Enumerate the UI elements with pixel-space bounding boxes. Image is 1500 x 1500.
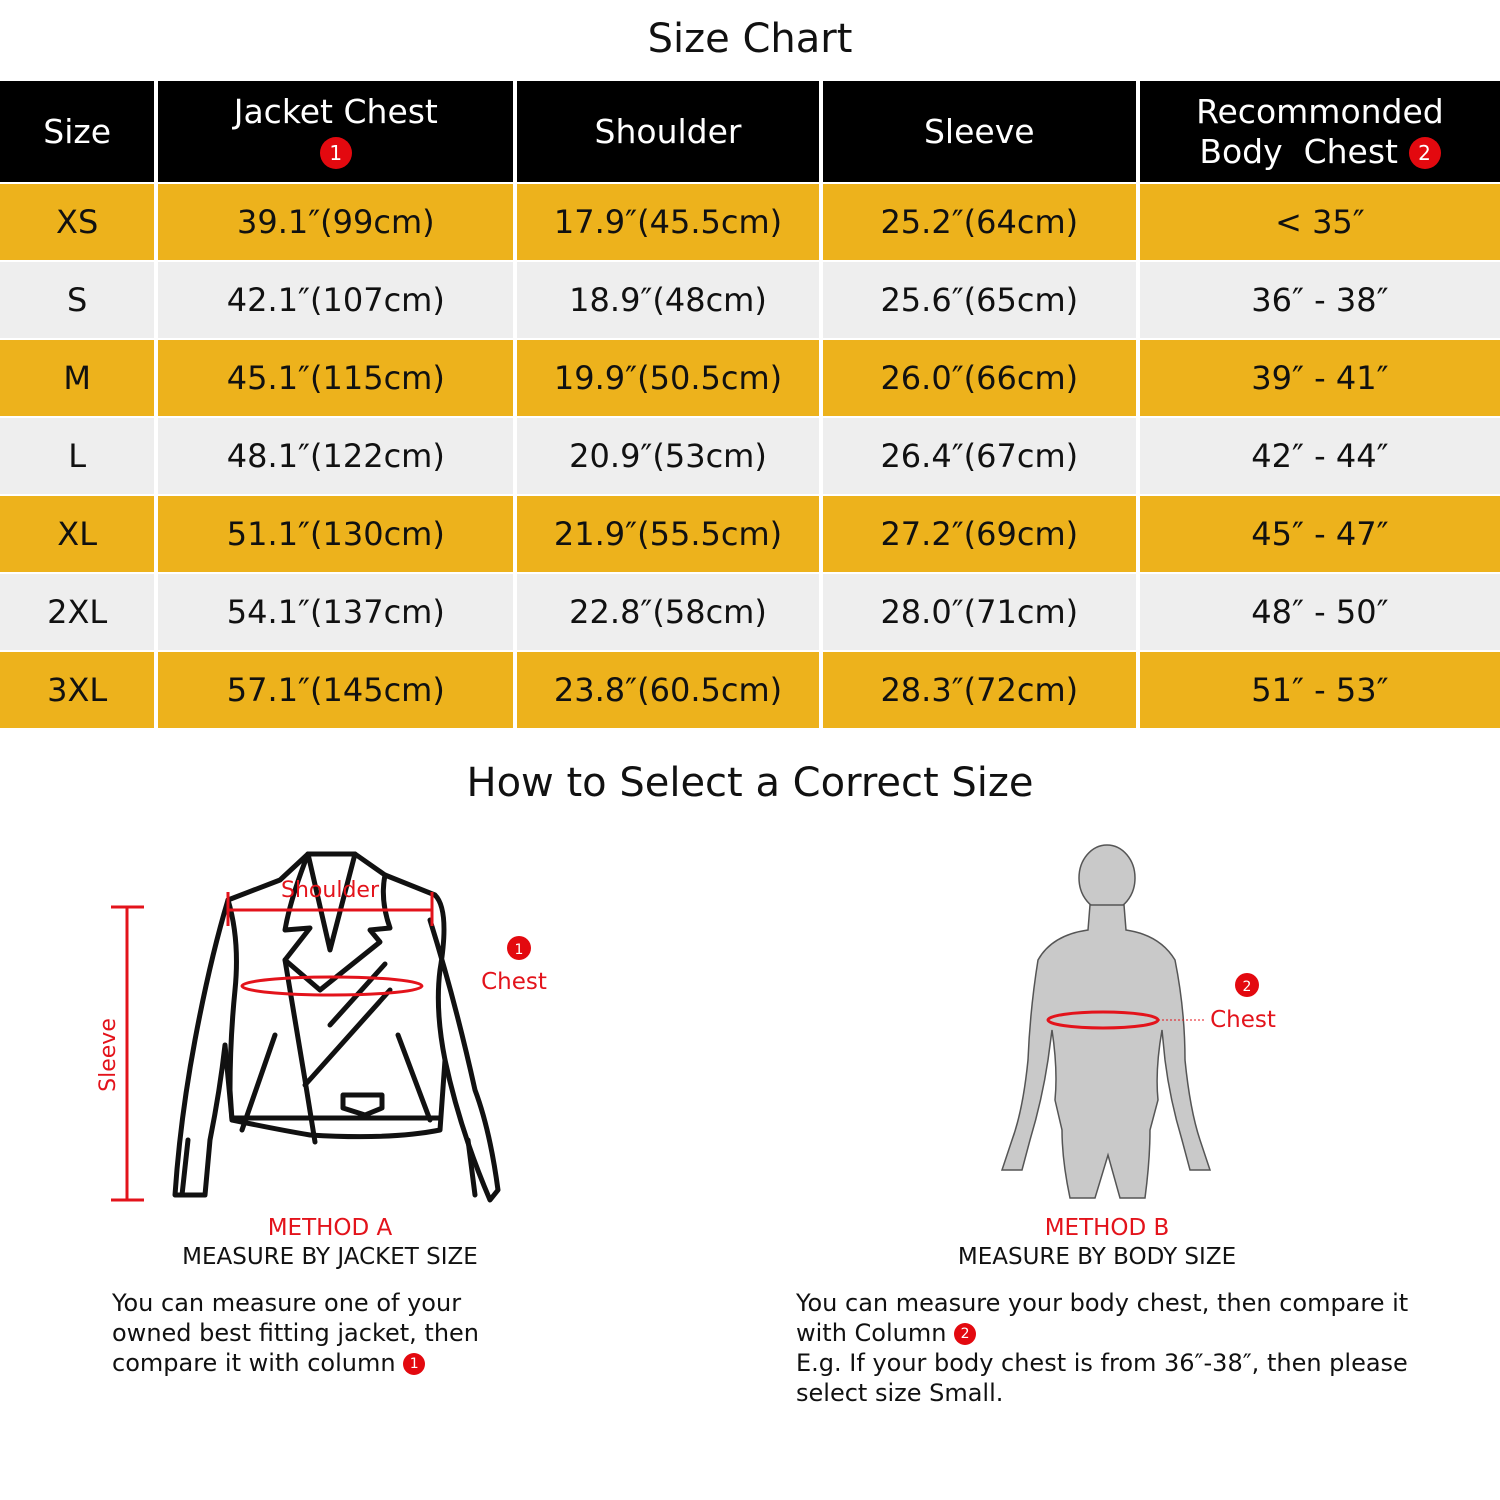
cell-jacket-chest: 45.1″(115cm) (158, 340, 514, 416)
table-row: L 48.1″(122cm) 20.9″(53cm) 26.4″(67cm) 42″ -… (0, 418, 1500, 494)
sleeve-label: Sleeve (96, 1018, 121, 1092)
cell-sleeve: 25.2″(64cm) (822, 184, 1136, 260)
header-body-chest: Recommonded Body Chest 2 (1139, 81, 1500, 182)
size-chart-table: Size Jacket Chest 1 Shoulder Sleeve Recom… (0, 79, 1500, 730)
header-shoulder: Shoulder (517, 81, 819, 182)
jacket-diagram: Shoulder Sleeve 1 Chest (96, 851, 547, 1203)
cell-jacket-chest: 57.1″(145cm) (158, 652, 514, 728)
cell-body-chest: < 35″ (1139, 184, 1500, 260)
shoulder-label: Shoulder (281, 878, 380, 903)
header-jacket-chest: Jacket Chest 1 (158, 81, 514, 182)
cell-body-chest: 42″ - 44″ (1139, 418, 1500, 494)
cell-shoulder: 22.8″(58cm) (517, 574, 819, 650)
table-row: XS 39.1″(99cm) 17.9″(45.5cm) 25.2″(64cm) < 3… (0, 184, 1500, 260)
cell-sleeve: 27.2″(69cm) (822, 496, 1136, 572)
method-b-label: METHOD B (1044, 1215, 1170, 1241)
cell-size: XL (0, 496, 155, 572)
cell-size: 3XL (0, 652, 155, 728)
header-sleeve: Sleeve (822, 81, 1136, 182)
cell-shoulder: 20.9″(53cm) (517, 418, 819, 494)
page-title: Size Chart (647, 16, 853, 62)
table-header-row: Size Jacket Chest 1 Shoulder Sleeve Recom… (0, 81, 1500, 182)
badge-1: 1 (319, 137, 352, 169)
table-row: 3XL 57.1″(145cm) 23.8″(60.5cm) 28.3″(72cm) 5… (0, 652, 1500, 728)
table-row: M 45.1″(115cm) 19.9″(50.5cm) 26.0″(66cm) 39″… (0, 340, 1500, 416)
body-diagram: 2 Chest (1000, 844, 1276, 1199)
method-b-description: You can measure your body chest, then co… (796, 1288, 1436, 1408)
cell-body-chest: 51″ - 53″ (1139, 652, 1500, 728)
cell-shoulder: 23.8″(60.5cm) (517, 652, 819, 728)
method-a-subtitle: MEASURE BY JACKET SIZE (182, 1244, 478, 1270)
badge-2: 2 (1408, 137, 1441, 169)
table-row: S 42.1″(107cm) 18.9″(48cm) 25.6″(65cm) 36″ -… (0, 262, 1500, 338)
cell-size: XS (0, 184, 155, 260)
cell-sleeve: 26.0″(66cm) (822, 340, 1136, 416)
chest-label: Chest (1210, 1007, 1276, 1033)
badge-1-icon (507, 936, 531, 960)
cell-sleeve: 25.6″(65cm) (822, 262, 1136, 338)
cell-size: 2XL (0, 574, 155, 650)
badge-1-text: 1 (515, 942, 524, 958)
cell-body-chest: 48″ - 50″ (1139, 574, 1500, 650)
header-label: Jacket Chest (233, 91, 438, 131)
badge-2-icon (1235, 973, 1259, 997)
description-text: You can measure your body chest, then co… (796, 1289, 1409, 1347)
method-b-subtitle: MEASURE BY BODY SIZE (957, 1244, 1237, 1270)
cell-jacket-chest: 39.1″(99cm) (158, 184, 514, 260)
cell-jacket-chest: 42.1″(107cm) (158, 262, 514, 338)
table-row: 2XL 54.1″(137cm) 22.8″(58cm) 28.0″(71cm) 48″… (0, 574, 1500, 650)
cell-jacket-chest: 48.1″(122cm) (158, 418, 514, 494)
cell-shoulder: 18.9″(48cm) (517, 262, 819, 338)
cell-body-chest: 39″ - 41″ (1139, 340, 1500, 416)
cell-size: M (0, 340, 155, 416)
header-label: Body Chest (1199, 131, 1398, 171)
badge-2: 2 (954, 1323, 977, 1345)
cell-sleeve: 28.3″(72cm) (822, 652, 1136, 728)
chest-label: Chest (481, 969, 547, 995)
header-size: Size (0, 81, 155, 182)
how-to-title: How to Select a Correct Size (466, 760, 1034, 806)
cell-shoulder: 17.9″(45.5cm) (517, 184, 819, 260)
cell-jacket-chest: 54.1″(137cm) (158, 574, 514, 650)
cell-size: S (0, 262, 155, 338)
cell-body-chest: 36″ - 38″ (1139, 262, 1500, 338)
badge-1: 1 (403, 1353, 426, 1375)
method-a-description: You can measure one of your owned best f… (112, 1288, 507, 1378)
badge-2-text: 2 (1243, 979, 1252, 995)
cell-shoulder: 21.9″(55.5cm) (517, 496, 819, 572)
cell-body-chest: 45″ - 47″ (1139, 496, 1500, 572)
header-label: Recommonded (1196, 91, 1444, 131)
cell-sleeve: 28.0″(71cm) (822, 574, 1136, 650)
description-example: E.g. If your body chest is from 36″-38″,… (796, 1349, 1408, 1407)
cell-jacket-chest: 51.1″(130cm) (158, 496, 514, 572)
table-row: XL 51.1″(130cm) 21.9″(55.5cm) 27.2″(69cm) 45… (0, 496, 1500, 572)
method-a-label: METHOD A (267, 1215, 393, 1241)
cell-size: L (0, 418, 155, 494)
cell-shoulder: 19.9″(50.5cm) (517, 340, 819, 416)
description-text: You can measure one of your owned best f… (112, 1289, 480, 1377)
cell-sleeve: 26.4″(67cm) (822, 418, 1136, 494)
